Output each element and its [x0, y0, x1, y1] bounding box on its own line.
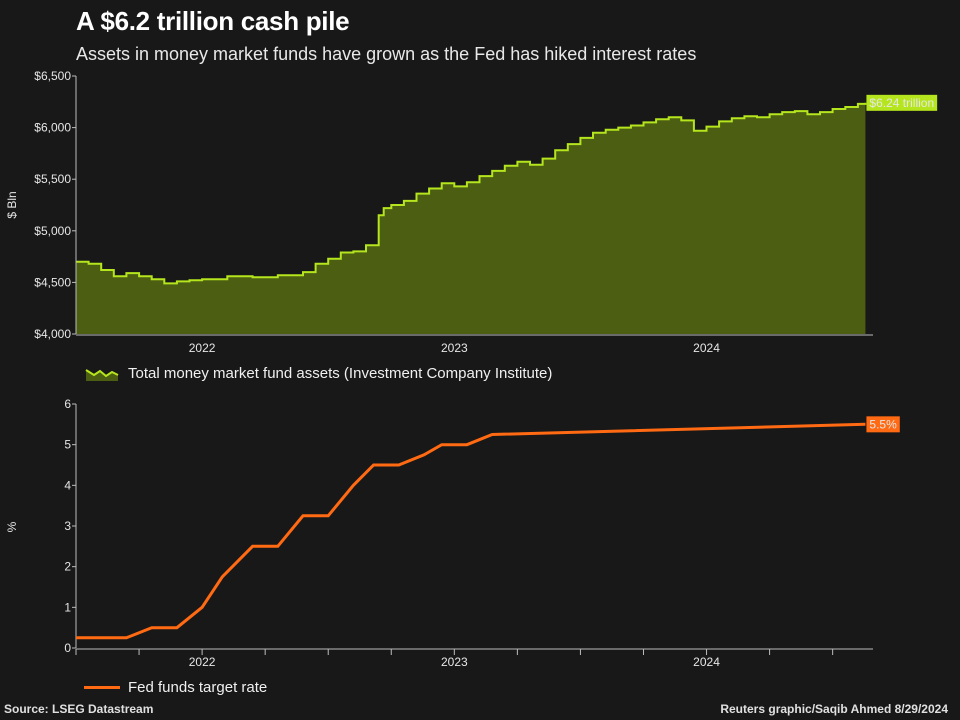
y-tick-label: 5	[64, 438, 71, 452]
assets-end-label: $6.24 trillion	[866, 94, 938, 111]
x-tick-label: 2023	[441, 341, 468, 355]
y-tick-label: 6	[64, 397, 71, 411]
y-tick-label: 3	[64, 519, 71, 533]
x-tick-label: 2022	[189, 655, 216, 669]
y-tick-label: 0	[64, 641, 71, 655]
rate-legend-label: Fed funds target rate	[128, 679, 268, 696]
rate-end-label-text: 5.5%	[869, 417, 897, 431]
y-tick-label: $5,500	[34, 172, 71, 186]
rate-legend-icon	[84, 686, 120, 689]
assets-series-line	[76, 102, 867, 285]
assets-chart: $4,000 $4,500 $5,000 $5,500 $6,000 $6,500 202…	[5, 69, 938, 355]
y-tick-label: $4,500	[34, 275, 71, 289]
x-tick-label: 2023	[441, 655, 468, 669]
assets-end-label-text: $6.24 trillion	[869, 96, 934, 110]
rate-y-axis: 0 1 2 3 4 5 6	[64, 397, 77, 655]
x-tick-label: 2022	[189, 341, 216, 355]
credit-note: Reuters graphic/Saqib Ahmed 8/29/2024	[720, 702, 948, 716]
assets-y-axis: $4,000 $4,500 $5,000 $5,500 $6,000 $6,500	[34, 69, 77, 341]
rate-end-label: 5.5%	[866, 416, 900, 433]
y-tick-label: $4,000	[34, 327, 71, 341]
page-subtitle: Assets in money market funds have grown …	[76, 44, 697, 64]
assets-area-fill	[76, 102, 866, 334]
source-note: Source: LSEG Datastream	[4, 702, 154, 716]
assets-legend: Total money market fund assets (Investme…	[84, 365, 552, 382]
page-title: A $6.2 trillion cash pile	[76, 6, 350, 36]
rate-legend: Fed funds target rate	[84, 679, 267, 696]
y-tick-label: $6,500	[34, 69, 71, 83]
x-tick-label: 2024	[693, 655, 720, 669]
x-tick-label: 2024	[693, 341, 720, 355]
y-tick-label: 4	[64, 478, 71, 492]
rate-y-axis-label: %	[5, 521, 19, 532]
rate-chart: 0 1 2 3 4 5 6 2022 2023 2024 % 5.5%	[5, 397, 900, 669]
assets-legend-icon	[85, 368, 119, 381]
y-tick-label: $6,000	[34, 121, 71, 135]
assets-y-axis-label: $ Bln	[5, 191, 19, 218]
y-tick-label: 1	[64, 600, 71, 614]
assets-x-axis: 2022 2023 2024	[76, 334, 873, 355]
y-tick-label: $5,000	[34, 224, 71, 238]
assets-legend-label: Total money market fund assets (Investme…	[128, 365, 553, 382]
rate-x-axis: 2022 2023 2024	[75, 648, 873, 669]
y-tick-label: 2	[64, 560, 71, 574]
rate-series-line	[76, 422, 866, 640]
